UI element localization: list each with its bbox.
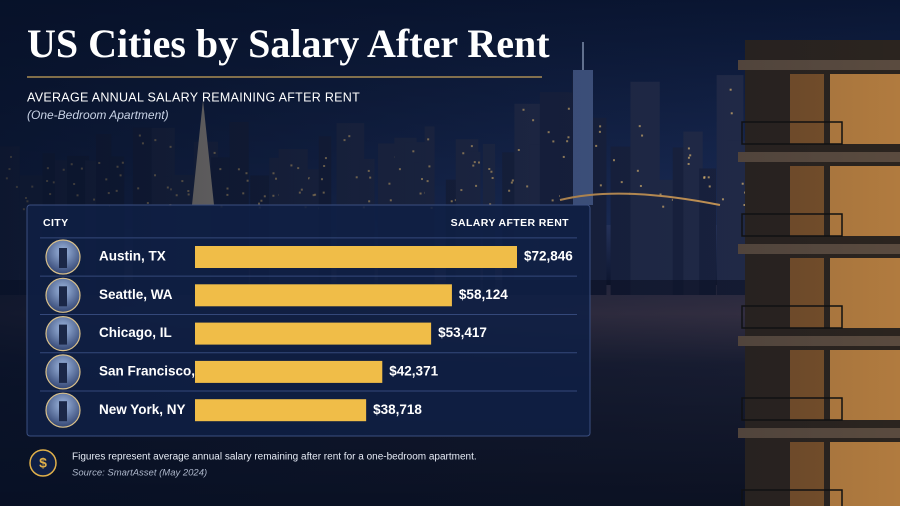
city-icon-building [59, 248, 67, 268]
category-label: San Francisco, CA [99, 363, 219, 378]
category-label: New York, NY [99, 402, 186, 417]
value-label: $42,371 [389, 363, 438, 378]
bar [195, 360, 383, 383]
bar [195, 399, 367, 422]
city-icon-building [59, 286, 67, 307]
dollar-icon [29, 449, 57, 477]
value-label: $72,846 [524, 249, 573, 264]
value-label: $38,718 [373, 402, 422, 417]
value-label: $58,124 [459, 287, 508, 302]
bar [195, 284, 452, 307]
value-header: SALARY AFTER RENT [451, 217, 570, 229]
chart-subtitle: AVERAGE ANNUAL SALARY REMAINING AFTER RE… [27, 90, 360, 104]
rows: Austin, TX $72,846 Seattle, WA $58,124 Chica… [40, 237, 577, 428]
category-header: CITY [43, 217, 69, 229]
subtitle-note: (One-Bedroom Apartment) [27, 108, 169, 122]
category-label: Chicago, IL [99, 325, 172, 340]
footnote: Figures represent average annual salary … [72, 452, 477, 463]
source: Source: SmartAsset (May 2024) [72, 468, 207, 479]
city-icon-building [59, 324, 67, 345]
category-label: Seattle, WA [99, 287, 173, 302]
city-icon-building [59, 362, 67, 383]
category-label: Austin, TX [99, 249, 166, 264]
city-icon-building [59, 401, 67, 422]
chart-title: US Cities by Salary After Rent [27, 21, 550, 66]
bar [195, 322, 432, 345]
value-label: $53,417 [438, 325, 487, 340]
bar [195, 246, 517, 268]
dollar-sign: $ [39, 455, 47, 471]
